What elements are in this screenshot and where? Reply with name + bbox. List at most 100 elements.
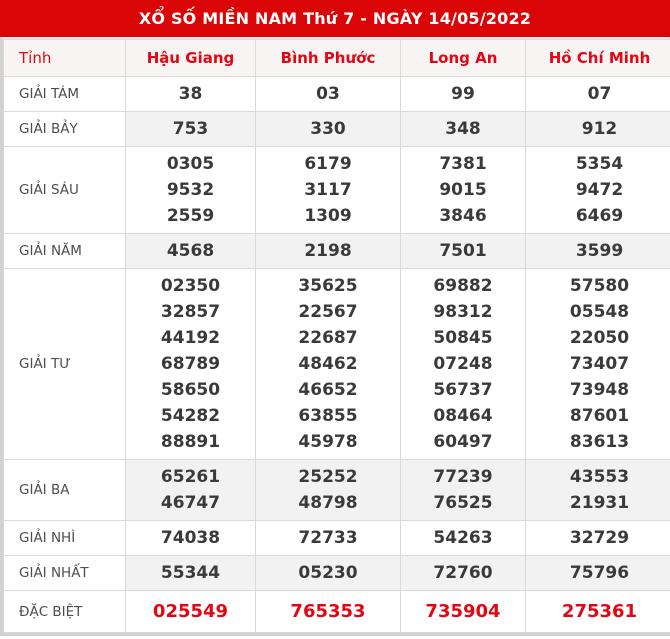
result-number: 32729 (569, 528, 630, 548)
result-number: 735904 (425, 600, 501, 622)
result-cell: 57580 05548 22050 73407 73948 87601 83613 (525, 268, 670, 460)
result-cell: 99 (400, 76, 526, 112)
result-number: 45978 (298, 432, 358, 452)
result-number: 3846 (439, 206, 487, 226)
result-cell: 75796 (525, 555, 670, 591)
result-cell: 7381 9015 3846 (400, 146, 526, 234)
prize-label: GIẢI NHẤT (3, 555, 126, 591)
result-number: 7381 (439, 154, 487, 174)
result-number: 0305 (166, 154, 215, 174)
result-number: 05230 (298, 563, 358, 583)
result-number: 69882 (433, 276, 493, 296)
result-number: 58650 (160, 380, 221, 400)
province-header: Hồ Chí Minh (525, 39, 670, 77)
result-cell: 55344 (125, 555, 256, 591)
result-number: 88891 (160, 432, 221, 452)
prize-row: GIẢI BẢY 753 330 348 912 (3, 111, 670, 147)
result-number: 56737 (433, 380, 493, 400)
result-number: 55344 (160, 563, 221, 583)
result-number: 2198 (304, 241, 352, 261)
result-cell: 35625 22567 22687 48462 46652 63855 45978 (255, 268, 401, 460)
province-header: Bình Phước (255, 39, 401, 77)
result-number: 07248 (433, 354, 493, 374)
prize-label: GIẢI SÁU (3, 146, 126, 234)
result-number: 22050 (569, 328, 630, 348)
prize-label: GIẢI BA (3, 459, 126, 521)
result-number: 21931 (569, 493, 630, 513)
result-number: 83613 (569, 432, 630, 452)
result-cell: 38 (125, 76, 256, 112)
result-cell: 765353 (255, 590, 401, 633)
result-number: 22567 (298, 302, 358, 322)
result-cell: 65261 46747 (125, 459, 256, 521)
result-number: 65261 (160, 467, 221, 487)
result-cell: 54263 (400, 520, 526, 556)
result-number: 43553 (569, 467, 630, 487)
result-cell: 05230 (255, 555, 401, 591)
result-number: 76525 (433, 493, 493, 513)
result-cell: 32729 (525, 520, 670, 556)
result-number: 63855 (298, 406, 358, 426)
result-number: 765353 (290, 600, 366, 622)
result-cell: 72733 (255, 520, 401, 556)
results-table-container: Tỉnh Hậu Giang Bình Phước Long An Hồ Chí Mi… (0, 37, 670, 636)
result-number: 72760 (433, 563, 493, 583)
result-number: 7501 (439, 241, 487, 261)
result-cell: 7501 (400, 233, 526, 269)
result-number: 3117 (304, 180, 352, 200)
result-number: 54263 (433, 528, 493, 548)
result-cell: 753 (125, 111, 256, 147)
result-number: 32857 (160, 302, 221, 322)
province-header: Long An (400, 39, 526, 77)
result-cell: 4568 (125, 233, 256, 269)
result-number: 25252 (298, 467, 358, 487)
result-cell: 330 (255, 111, 401, 147)
result-number: 46652 (298, 380, 358, 400)
result-number: 99 (451, 84, 475, 104)
result-number: 74038 (160, 528, 221, 548)
result-cell: 72760 (400, 555, 526, 591)
result-number: 07 (587, 84, 612, 104)
result-cell: 25252 48798 (255, 459, 401, 521)
prize-row: GIẢI NĂM 4568 2198 7501 3599 (3, 233, 670, 269)
result-number: 9015 (439, 180, 487, 200)
province-header-row: Tỉnh Hậu Giang Bình Phước Long An Hồ Chí Mi… (3, 39, 670, 77)
result-number: 22687 (298, 328, 358, 348)
page-title: XỔ SỐ MIỀN NAM Thứ 7 - NGÀY 14/05/2022 (0, 0, 670, 37)
result-cell: 025549 (125, 590, 256, 633)
prize-label: ĐẶC BIỆT (3, 590, 126, 633)
prize-row: ĐẶC BIỆT 025549 765353 735904 275361 (3, 590, 670, 633)
result-number: 330 (310, 119, 346, 139)
result-number: 48462 (298, 354, 358, 374)
result-number: 9472 (575, 180, 624, 200)
result-number: 6179 (304, 154, 352, 174)
result-cell: 77239 76525 (400, 459, 526, 521)
result-cell: 03 (255, 76, 401, 112)
prize-label: GIẢI TƯ (3, 268, 126, 460)
result-number: 08464 (433, 406, 493, 426)
province-header: Hậu Giang (125, 39, 256, 77)
result-number: 35625 (298, 276, 358, 296)
prize-label: GIẢI NĂM (3, 233, 126, 269)
result-number: 912 (581, 119, 618, 139)
result-number: 87601 (569, 406, 630, 426)
result-number: 5354 (575, 154, 624, 174)
result-cell: 2198 (255, 233, 401, 269)
result-number: 753 (172, 119, 209, 139)
prize-row: GIẢI SÁU 0305 9532 2559 6179 3117 1309 7381 9015… (3, 146, 670, 234)
result-cell: 69882 98312 50845 07248 56737 08464 60497 (400, 268, 526, 460)
prize-row: GIẢI BA 65261 46747 25252 48798 77239 76525 435… (3, 459, 670, 521)
result-number: 38 (178, 84, 203, 104)
result-number: 05548 (569, 302, 630, 322)
province-column-header: Tỉnh (3, 39, 126, 77)
result-number: 2559 (166, 206, 215, 226)
result-number: 6469 (575, 206, 624, 226)
result-number: 4568 (166, 241, 215, 261)
prize-row: GIẢI TƯ 02350 32857 44192 68789 58650 54282 888… (3, 268, 670, 460)
result-cell: 07 (525, 76, 670, 112)
result-cell: 348 (400, 111, 526, 147)
prize-label: GIẢI NHÌ (3, 520, 126, 556)
results-table: Tỉnh Hậu Giang Bình Phước Long An Hồ Chí Mi… (3, 39, 670, 633)
result-number: 025549 (152, 600, 229, 622)
